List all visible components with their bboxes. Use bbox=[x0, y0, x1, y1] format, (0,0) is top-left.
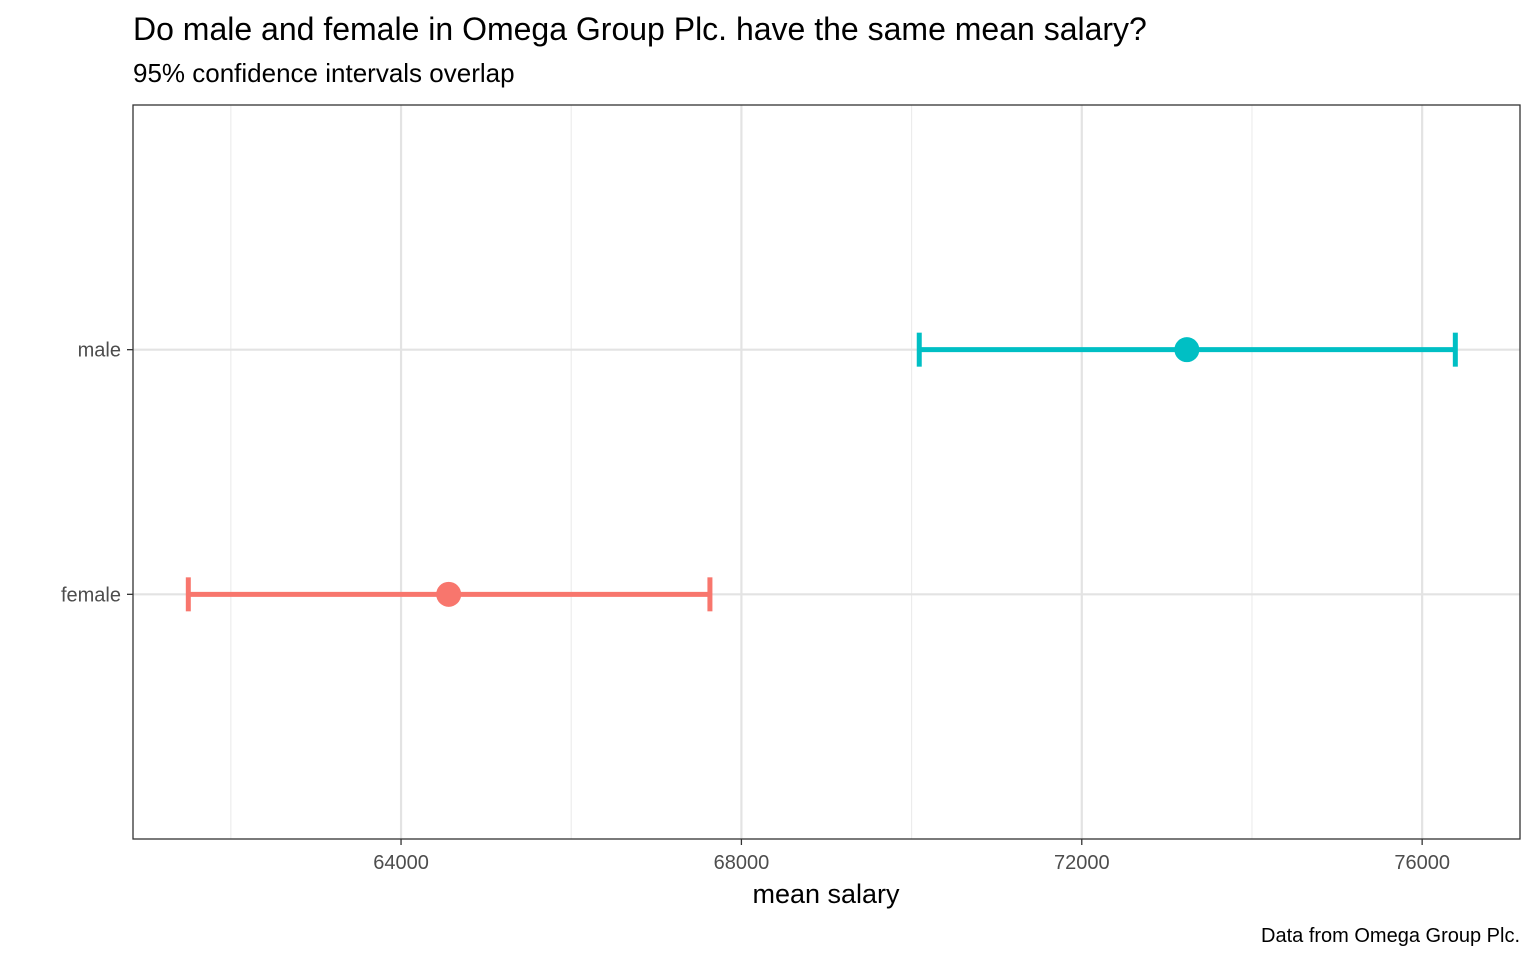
x-axis-title: mean salary bbox=[752, 879, 900, 909]
errorbar-male bbox=[916, 332, 1458, 367]
chart-subtitle: 95% confidence intervals overlap bbox=[133, 58, 515, 88]
y-tick-label: male bbox=[78, 340, 121, 362]
data-marks bbox=[185, 332, 1458, 612]
x-tick-label: 76000 bbox=[1394, 852, 1450, 874]
minor-gridlines bbox=[230, 105, 1253, 839]
x-tick-label: 68000 bbox=[714, 852, 770, 874]
y-tick-label: female bbox=[61, 584, 121, 606]
y-axis: male female bbox=[61, 340, 133, 606]
x-tick-label: 64000 bbox=[373, 852, 429, 874]
mean-point-female bbox=[436, 581, 462, 607]
x-tick-label: 72000 bbox=[1054, 852, 1110, 874]
errorbar-female bbox=[185, 577, 713, 612]
panel-background bbox=[133, 105, 1520, 839]
plot-panel bbox=[132, 104, 1521, 840]
chart-title: Do male and female in Omega Group Plc. h… bbox=[133, 11, 1147, 47]
panel-border bbox=[132, 104, 1521, 840]
chart-caption: Data from Omega Group Plc. bbox=[1261, 925, 1520, 947]
x-axis: 64000 68000 72000 76000 bbox=[373, 839, 1450, 874]
mean-point-male bbox=[1174, 337, 1200, 363]
